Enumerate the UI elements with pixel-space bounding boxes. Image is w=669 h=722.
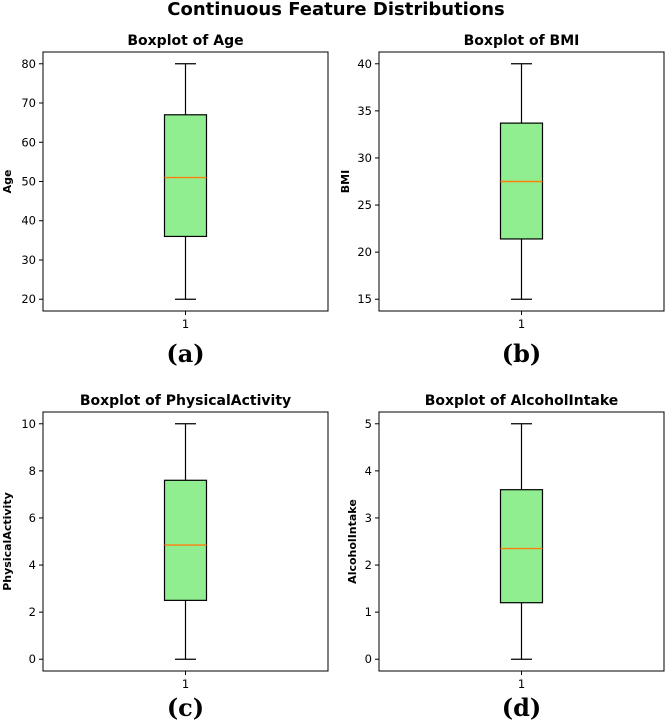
axes-frame bbox=[42, 411, 329, 672]
y-tick-label: 10 bbox=[21, 417, 36, 431]
y-tick-label: 4 bbox=[29, 558, 36, 572]
y-tick-label: 8 bbox=[29, 464, 36, 478]
x-tick-label: 1 bbox=[182, 677, 189, 691]
y-tick-label: 80 bbox=[21, 57, 36, 71]
y-tick-label: 2 bbox=[29, 605, 36, 619]
y-tick-label: 6 bbox=[29, 511, 36, 525]
iqr-box bbox=[499, 489, 544, 604]
x-tick-label: 1 bbox=[518, 677, 525, 691]
iqr-box bbox=[163, 114, 208, 238]
y-tick-label: 3 bbox=[365, 511, 372, 525]
panel-label: (b) bbox=[502, 339, 542, 368]
y-tick-label: 25 bbox=[357, 198, 372, 212]
axes-frame bbox=[42, 51, 329, 312]
chart-panel-4: Boxplot of AlcoholIntake AlcoholIntake 0 1 2… bbox=[346, 393, 665, 722]
y-tick-label: 2 bbox=[365, 558, 372, 572]
y-axis-label: AlcoholIntake bbox=[346, 499, 359, 584]
y-axis-label: BMI bbox=[339, 170, 352, 193]
y-tick-label: 20 bbox=[357, 245, 372, 259]
x-tick-label: 1 bbox=[518, 317, 525, 331]
y-tick-label: 40 bbox=[357, 57, 372, 71]
y-tick-label: 30 bbox=[357, 151, 372, 165]
y-tick-label: 1 bbox=[365, 605, 372, 619]
y-tick-label: 20 bbox=[21, 292, 36, 306]
y-tick-label: 15 bbox=[357, 292, 372, 306]
axes-frame bbox=[378, 51, 665, 312]
y-tick-label: 50 bbox=[21, 175, 36, 189]
axes-frame bbox=[378, 411, 665, 672]
panel-label: (a) bbox=[166, 339, 204, 368]
chart-title: Boxplot of PhysicalActivity bbox=[80, 393, 291, 409]
iqr-box bbox=[163, 479, 208, 601]
x-tick-label: 1 bbox=[182, 317, 189, 331]
chart-title: Boxplot of AlcoholIntake bbox=[425, 393, 619, 409]
figure-suptitle: Continuous Feature Distributions bbox=[167, 0, 505, 20]
panel-label: (c) bbox=[167, 693, 204, 722]
chart-title: Boxplot of Age bbox=[127, 33, 243, 49]
y-axis-label: Age bbox=[1, 170, 14, 194]
y-tick-label: 0 bbox=[365, 652, 372, 666]
panels-container: Boxplot of AgeAge203040506070801(a)Boxpl… bbox=[1, 33, 665, 722]
y-tick-label: 5 bbox=[365, 417, 372, 431]
y-tick-label: 4 bbox=[365, 464, 372, 478]
chart-panel-3: Boxplot of PhysicalActivity PhysicalActiv… bbox=[1, 393, 329, 722]
y-tick-label: 0 bbox=[29, 652, 36, 666]
y-axis-label: PhysicalActivity bbox=[1, 492, 14, 591]
chart-title: Boxplot of BMI bbox=[464, 33, 580, 49]
y-tick-label: 60 bbox=[21, 135, 36, 149]
panel-label: (d) bbox=[502, 693, 542, 722]
y-tick-label: 70 bbox=[21, 96, 36, 110]
y-tick-label: 40 bbox=[21, 214, 36, 228]
y-tick-label: 30 bbox=[21, 253, 36, 267]
chart-panel-1: Boxplot of Age Age 20 30 40 50 60 70 80 1 (a) bbox=[1, 33, 329, 368]
chart-panel-2: Boxplot of BMI BMI 15 20 25 30 35 40 1 (b) bbox=[339, 33, 665, 368]
y-tick-label: 35 bbox=[357, 104, 372, 118]
